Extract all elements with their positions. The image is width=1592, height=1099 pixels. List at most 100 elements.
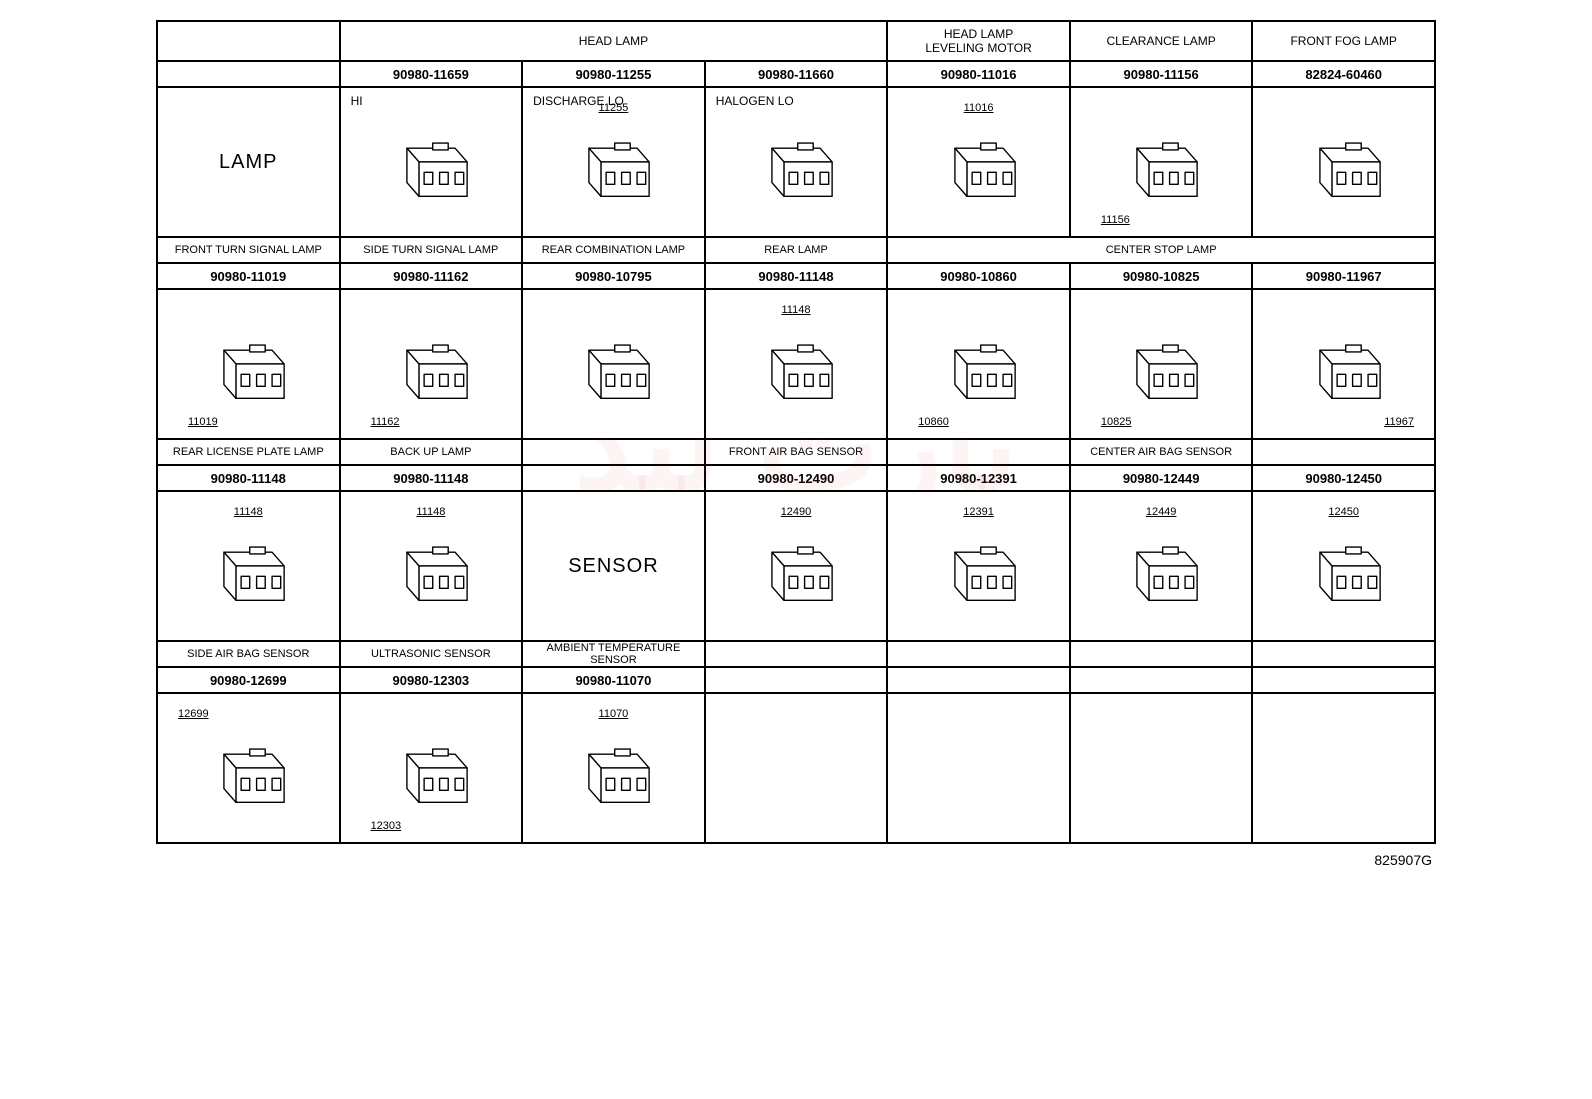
callout-number: 12699 — [178, 708, 209, 720]
part-number — [1252, 667, 1435, 693]
part-number: 90980-11659 — [340, 61, 523, 87]
connector-icon — [753, 340, 839, 412]
callout-number: 12391 — [963, 506, 994, 518]
connector-image-cell: 11148 — [705, 289, 888, 439]
component-label: REAR COMBINATION LAMP — [522, 237, 705, 263]
part-number: 90980-11019 — [157, 263, 340, 289]
part-number — [887, 667, 1070, 693]
column-header: CLEARANCE LAMP — [1070, 21, 1253, 61]
callout-number: 12449 — [1146, 506, 1177, 518]
column-header: FRONT FOG LAMP — [1252, 21, 1435, 61]
connector-image-cell: SENSOR — [522, 491, 705, 641]
part-number: 90980-12490 — [705, 465, 888, 491]
connector-icon — [205, 340, 291, 412]
part-number: 90980-10860 — [887, 263, 1070, 289]
part-number — [705, 667, 888, 693]
connector-image-cell: HI — [340, 87, 523, 237]
component-label: BACK UP LAMP — [340, 439, 523, 465]
component-label: REAR LAMP — [705, 237, 888, 263]
connector-image-cell: 11148 — [340, 491, 523, 641]
connector-image-cell: DISCHARGE LO11255 — [522, 87, 705, 237]
part-number: 90980-11967 — [1252, 263, 1435, 289]
part-number: 90980-11148 — [705, 263, 888, 289]
connector-image-cell: 12490 — [705, 491, 888, 641]
component-label: ULTRASONIC SENSOR — [340, 641, 523, 667]
connector-icon — [205, 744, 291, 816]
callout-number: 11070 — [599, 708, 629, 720]
component-label — [522, 439, 705, 465]
connector-grid: HEAD LAMPHEAD LAMPLEVELING MOTORCLEARANC… — [156, 20, 1436, 844]
part-number: 90980-11255 — [522, 61, 705, 87]
connector-image-cell — [705, 693, 888, 843]
connector-image-cell: LAMP — [157, 87, 340, 237]
component-label — [887, 439, 1070, 465]
callout-number: 11148 — [416, 506, 445, 518]
variant-subtitle: HALOGEN LO — [716, 94, 794, 108]
component-label: CENTER AIR BAG SENSOR — [1070, 439, 1253, 465]
connector-image-cell: 11162 — [340, 289, 523, 439]
connector-icon — [1118, 138, 1204, 210]
connector-image-cell: 11070 — [522, 693, 705, 843]
part-number: 90980-12450 — [1252, 465, 1435, 491]
connector-image-cell: 12391 — [887, 491, 1070, 641]
part-number: 90980-11162 — [340, 263, 523, 289]
part-number — [1070, 667, 1253, 693]
connector-icon — [388, 138, 474, 210]
callout-number: 11016 — [964, 102, 994, 114]
part-number: 90980-11148 — [157, 465, 340, 491]
connector-icon — [936, 340, 1022, 412]
column-header: HEAD LAMPLEVELING MOTOR — [887, 21, 1070, 61]
connector-image-cell: 11148 — [157, 491, 340, 641]
connector-image-cell — [887, 693, 1070, 843]
part-number: 90980-12449 — [1070, 465, 1253, 491]
callout-number: 11019 — [188, 416, 218, 428]
connector-icon — [570, 340, 656, 412]
connector-icon — [388, 542, 474, 614]
component-label: REAR LICENSE PLATE LAMP — [157, 439, 340, 465]
component-label: FRONT TURN SIGNAL LAMP — [157, 237, 340, 263]
callout-number: 12490 — [781, 506, 812, 518]
callout-number: 12450 — [1328, 506, 1359, 518]
connector-image-cell: 12699 — [157, 693, 340, 843]
connector-image-cell — [1252, 693, 1435, 843]
component-label — [1070, 641, 1253, 667]
part-number: 90980-11070 — [522, 667, 705, 693]
connector-image-cell — [1070, 693, 1253, 843]
connector-image-cell — [1252, 87, 1435, 237]
connector-icon — [753, 138, 839, 210]
connector-icon — [205, 542, 291, 614]
connector-icon — [570, 138, 656, 210]
part-number — [522, 465, 705, 491]
callout-number: 11255 — [599, 102, 629, 114]
callout-number: 11162 — [371, 416, 400, 428]
connector-icon — [1301, 542, 1387, 614]
part-number: 90980-12391 — [887, 465, 1070, 491]
connector-icon — [1118, 340, 1204, 412]
section-label: SENSOR — [568, 555, 658, 578]
connector-icon — [388, 744, 474, 816]
callout-number: 10860 — [918, 416, 949, 428]
connector-icon — [1301, 340, 1387, 412]
component-label — [1252, 641, 1435, 667]
variant-subtitle: HI — [351, 94, 363, 108]
connector-icon — [1301, 138, 1387, 210]
connector-icon — [753, 542, 839, 614]
part-number — [157, 61, 340, 87]
connector-image-cell: 11967 — [1252, 289, 1435, 439]
component-label: FRONT AIR BAG SENSOR — [705, 439, 888, 465]
part-number: 90980-12699 — [157, 667, 340, 693]
component-label: SIDE TURN SIGNAL LAMP — [340, 237, 523, 263]
connector-icon — [936, 542, 1022, 614]
connector-icon — [570, 744, 656, 816]
callout-number: 11967 — [1384, 416, 1414, 428]
column-header — [157, 21, 340, 61]
component-label — [705, 641, 888, 667]
connector-image-cell — [522, 289, 705, 439]
connector-icon — [388, 340, 474, 412]
connector-image-cell: 11019 — [157, 289, 340, 439]
component-label: AMBIENT TEMPERATURE SENSOR — [522, 641, 705, 667]
part-number: 90980-11148 — [340, 465, 523, 491]
callout-number: 11148 — [234, 506, 263, 518]
connector-image-cell: HALOGEN LO — [705, 87, 888, 237]
component-label: SIDE AIR BAG SENSOR — [157, 641, 340, 667]
